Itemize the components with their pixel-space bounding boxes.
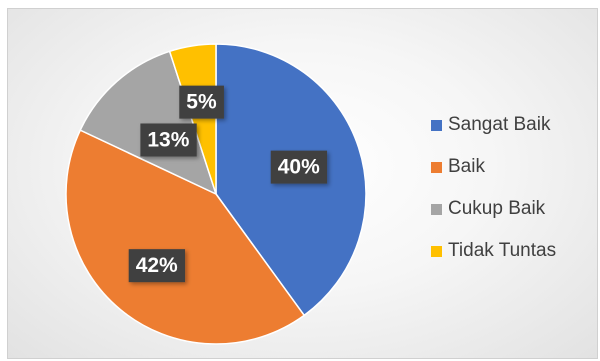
legend-swatch-tidak-tuntas: [431, 245, 442, 257]
legend-item-tidak-tuntas: Tidak Tuntas: [431, 240, 556, 262]
pie-slice-tidak-tuntas: [168, 43, 217, 195]
legend-swatch-baik: [431, 161, 442, 173]
data-label-text-tidak-tuntas: 5%: [186, 91, 217, 114]
data-label-box-cukup-baik: [140, 123, 197, 157]
legend-label-cukup-baik: Cukup Baik: [448, 198, 546, 219]
data-label-cukup-baik: 13%: [140, 123, 197, 157]
data-label-sangat-baik: 40%: [270, 150, 328, 184]
pie-data-labels: 40% 42% 13% 5%: [128, 85, 328, 283]
chart-area: 40% 42% 13% 5% Sangat Baik Baik Cukup Baik Tid…: [7, 8, 598, 359]
data-label-tidak-tuntas: 5%: [179, 85, 224, 119]
pie-slice-cukup-baik: [79, 50, 218, 196]
legend-item-baik: Baik: [431, 156, 556, 178]
data-label-text-baik: 42%: [136, 254, 178, 277]
data-label-baik: 42%: [128, 249, 186, 283]
pie-chart: 40% 42% 13% 5%: [65, 43, 367, 345]
data-label-box-baik: [128, 249, 186, 283]
data-label-box-tidak-tuntas: [179, 85, 224, 119]
data-label-text-sangat-baik: 40%: [278, 156, 320, 179]
pie-slice-baik: [65, 129, 306, 345]
legend-label-baik: Baik: [448, 156, 485, 177]
data-label-text-cukup-baik: 13%: [147, 128, 189, 151]
legend-swatch-sangat-baik: [431, 119, 442, 131]
legend-item-sangat-baik: Sangat Baik: [431, 114, 556, 136]
legend: Sangat Baik Baik Cukup Baik Tidak Tuntas: [431, 114, 556, 282]
legend-label-sangat-baik: Sangat Baik: [448, 114, 551, 135]
legend-item-cukup-baik: Cukup Baik: [431, 198, 556, 220]
legend-label-tidak-tuntas: Tidak Tuntas: [448, 240, 557, 261]
data-label-box-sangat-baik: [270, 150, 328, 184]
legend-swatch-cukup-baik: [431, 203, 442, 215]
